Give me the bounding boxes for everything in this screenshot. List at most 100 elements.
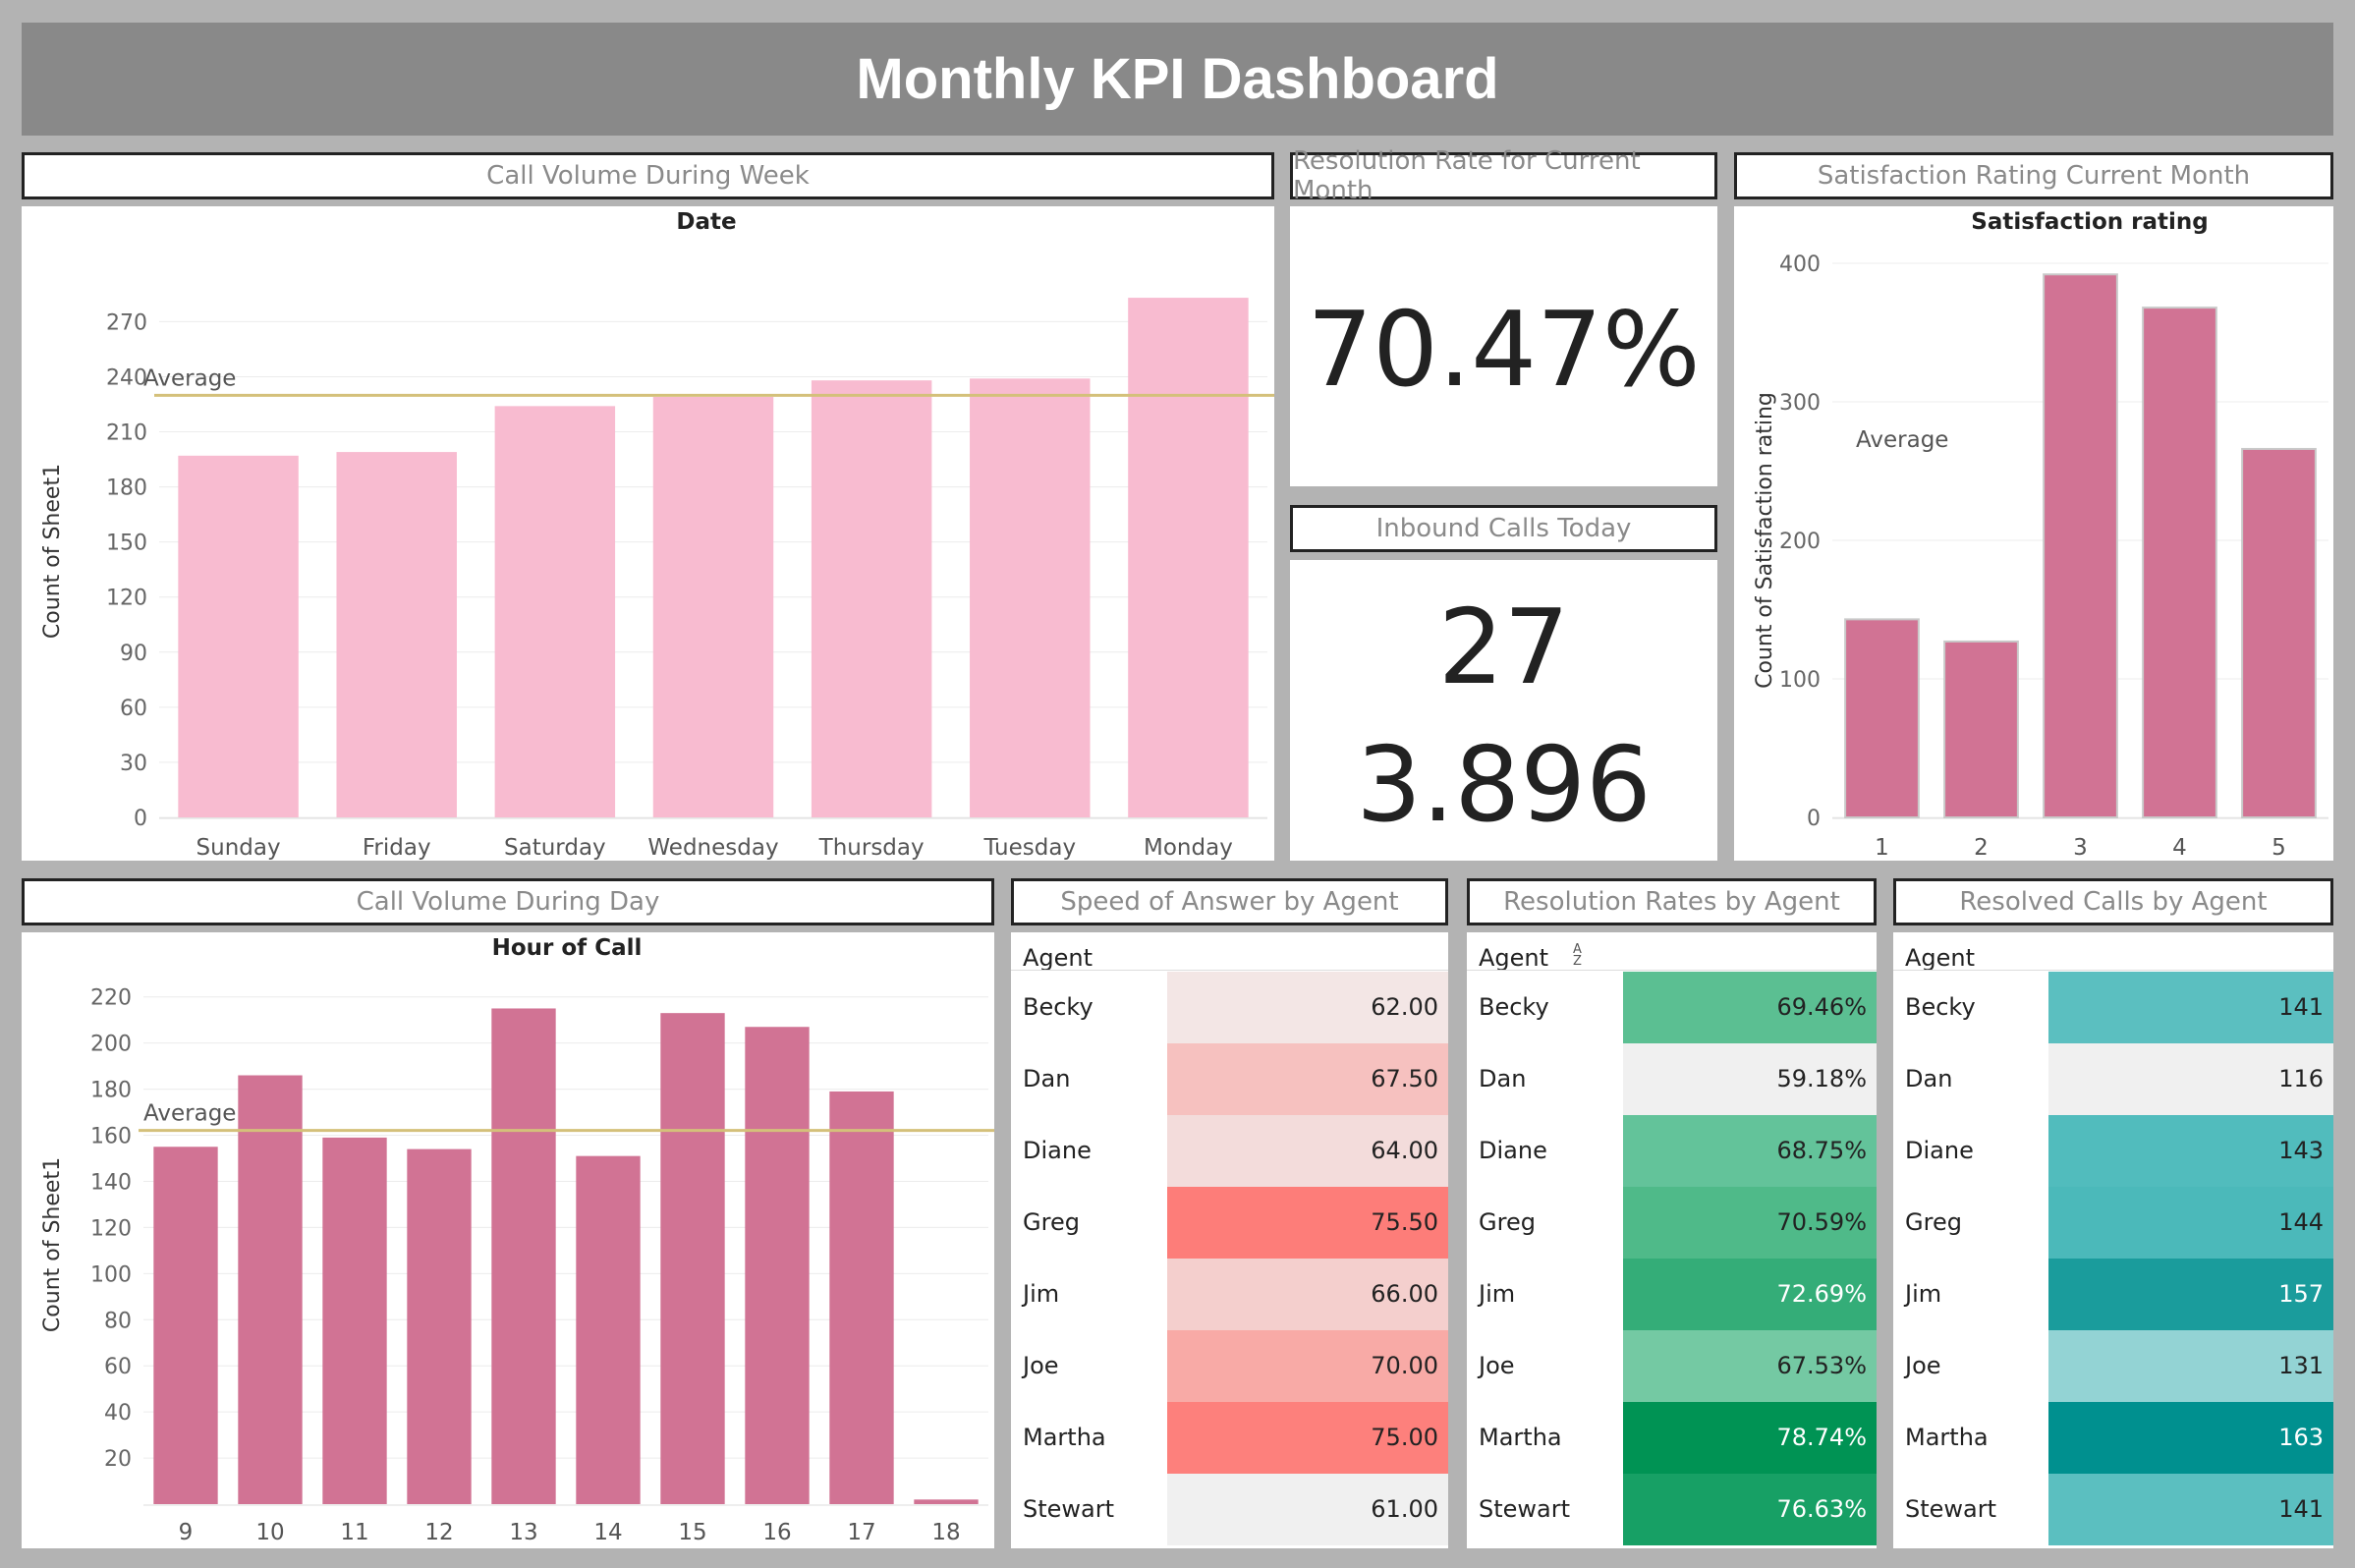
x-tick-label: 4 <box>2172 835 2187 861</box>
table-row: Greg 70.59% <box>1467 1187 1877 1259</box>
table-header: Agent A Z <box>1467 932 1877 972</box>
x-tick-label: Wednesday <box>647 835 778 861</box>
x-tick-label: 11 <box>340 1520 368 1545</box>
agent-value-cell: 59.18% <box>1623 1043 1877 1115</box>
table-row: Joe 67.53% <box>1467 1330 1877 1402</box>
table-row: Stewart 76.63% <box>1467 1474 1877 1545</box>
y-tick-label: 200 <box>90 1033 132 1057</box>
chart-title: Satisfaction rating <box>1971 209 2208 235</box>
table-row: Becky 69.46% <box>1467 972 1877 1043</box>
table-row: Becky 141 <box>1893 972 2333 1043</box>
x-tick-label: 17 <box>847 1520 875 1545</box>
y-tick-label: 140 <box>90 1170 132 1195</box>
agent-name: Joe <box>1905 1352 1941 1379</box>
agent-value-cell: 157 <box>2048 1259 2333 1330</box>
agent-value-cell: 144 <box>2048 1187 2333 1259</box>
bar-Thursday <box>811 380 932 817</box>
table-row: Jim 157 <box>1893 1259 2333 1330</box>
bar-2 <box>1943 640 2019 818</box>
agent-column-header: Agent <box>1905 944 1976 972</box>
bar-4 <box>2142 307 2217 819</box>
res-rates-header: Resolution Rates by Agent <box>1467 878 1877 925</box>
resolution-rate-header: Resolution Rate for Current Month <box>1290 146 1717 205</box>
y-tick-label: 120 <box>90 1216 132 1241</box>
bar-12 <box>407 1148 472 1504</box>
x-tick-label: Friday <box>363 835 431 861</box>
table-row: Martha 78.74% <box>1467 1402 1877 1474</box>
res-rates-table: Agent A Z Becky 69.46% Dan 59.18% Diane 68.75% Gr… <box>1467 932 1877 1548</box>
table-header: Agent <box>1011 932 1448 972</box>
y-tick-label: 60 <box>104 1355 132 1379</box>
x-tick-label: 10 <box>255 1520 284 1545</box>
agent-value-cell: 143 <box>2048 1115 2333 1187</box>
agent-value-cell: 72.69% <box>1623 1259 1877 1330</box>
agent-name: Stewart <box>1479 1495 1571 1523</box>
agent-name: Jim <box>1479 1280 1516 1308</box>
satisfaction-panel: Satisfaction rating 0 100 200 300 400 Count of… <box>1734 206 2333 861</box>
y-tick-label: 30 <box>120 752 147 776</box>
x-tick-label: 12 <box>424 1520 453 1545</box>
header-divider <box>1011 970 1448 971</box>
y-tick-label: 180 <box>90 1079 132 1103</box>
resolution-rate-value: 70.47% <box>1307 290 1701 410</box>
bar-Wednesday <box>652 397 774 817</box>
inbound-panel: 27 3.896 <box>1290 560 1717 861</box>
chart-title: Date <box>676 209 736 235</box>
agent-value-cell: 116 <box>2048 1043 2333 1115</box>
agent-value-cell: 163 <box>2048 1402 2333 1474</box>
bar-18 <box>914 1499 979 1504</box>
y-tick-label: 0 <box>134 807 147 831</box>
table-row: Greg 144 <box>1893 1187 2333 1259</box>
x-tick-label: 14 <box>593 1520 622 1545</box>
bar-5 <box>2241 447 2317 818</box>
bar-Saturday <box>494 406 616 817</box>
agent-column-header: Agent <box>1479 944 1549 972</box>
resolved-table: Agent Becky 141 Dan 116 Diane 143 Greg 144 Jim 157… <box>1893 932 2333 1548</box>
header-divider <box>1893 970 2333 971</box>
table-row: Joe 70.00 <box>1011 1330 1448 1402</box>
agent-name: Diane <box>1479 1137 1547 1164</box>
inbound-secondary-value: 3.896 <box>1356 725 1652 845</box>
x-tick-label: 18 <box>931 1520 960 1545</box>
inbound-header: Inbound Calls Today <box>1290 505 1717 552</box>
agent-name: Dan <box>1905 1065 1953 1092</box>
table-row: Becky 62.00 <box>1011 972 1448 1043</box>
call-week-header: Call Volume During Week <box>22 152 1274 199</box>
table-row: Stewart 141 <box>1893 1474 2333 1545</box>
agent-name: Joe <box>1479 1352 1515 1379</box>
table-row: Dan 59.18% <box>1467 1043 1877 1115</box>
agent-name: Stewart <box>1905 1495 1997 1523</box>
inbound-calls-value: 27 <box>1437 588 1570 707</box>
agent-value-cell: 67.50 <box>1167 1043 1448 1115</box>
y-tick-label: 400 <box>1779 252 1821 277</box>
agent-value-cell: 64.00 <box>1167 1115 1448 1187</box>
agent-name: Dan <box>1479 1065 1527 1092</box>
x-tick-label: 3 <box>2073 835 2088 861</box>
dashboard-title: Monthly KPI Dashboard <box>856 47 1499 111</box>
bar-9 <box>153 1147 218 1504</box>
bar-Tuesday <box>970 378 1091 817</box>
agent-name: Jim <box>1023 1280 1060 1308</box>
agent-name: Stewart <box>1023 1495 1115 1523</box>
bar-1 <box>1844 618 1920 818</box>
bar-15 <box>660 1013 725 1504</box>
agent-name: Martha <box>1479 1424 1562 1451</box>
y-tick-label: 300 <box>1779 391 1821 416</box>
agent-value-cell: 70.00 <box>1167 1330 1448 1402</box>
chart-title: Hour of Call <box>492 935 643 961</box>
agent-name: Jim <box>1905 1280 1942 1308</box>
y-tick-label: 210 <box>106 421 147 446</box>
y-tick-label: 150 <box>106 532 147 556</box>
bar-17 <box>829 1091 894 1504</box>
agent-name: Becky <box>1479 993 1549 1021</box>
speed-table: Agent Becky 62.00 Dan 67.50 Diane 64.00 Greg 75.… <box>1011 932 1448 1548</box>
x-tick-label: 1 <box>1875 835 1889 861</box>
y-tick-label: 120 <box>106 587 147 611</box>
bar-Friday <box>336 452 457 817</box>
table-row: Dan 67.50 <box>1011 1043 1448 1115</box>
agent-name: Dan <box>1023 1065 1071 1092</box>
x-tick-label: 9 <box>179 1520 194 1545</box>
agent-name: Becky <box>1023 993 1093 1021</box>
agent-name: Greg <box>1905 1208 1962 1236</box>
